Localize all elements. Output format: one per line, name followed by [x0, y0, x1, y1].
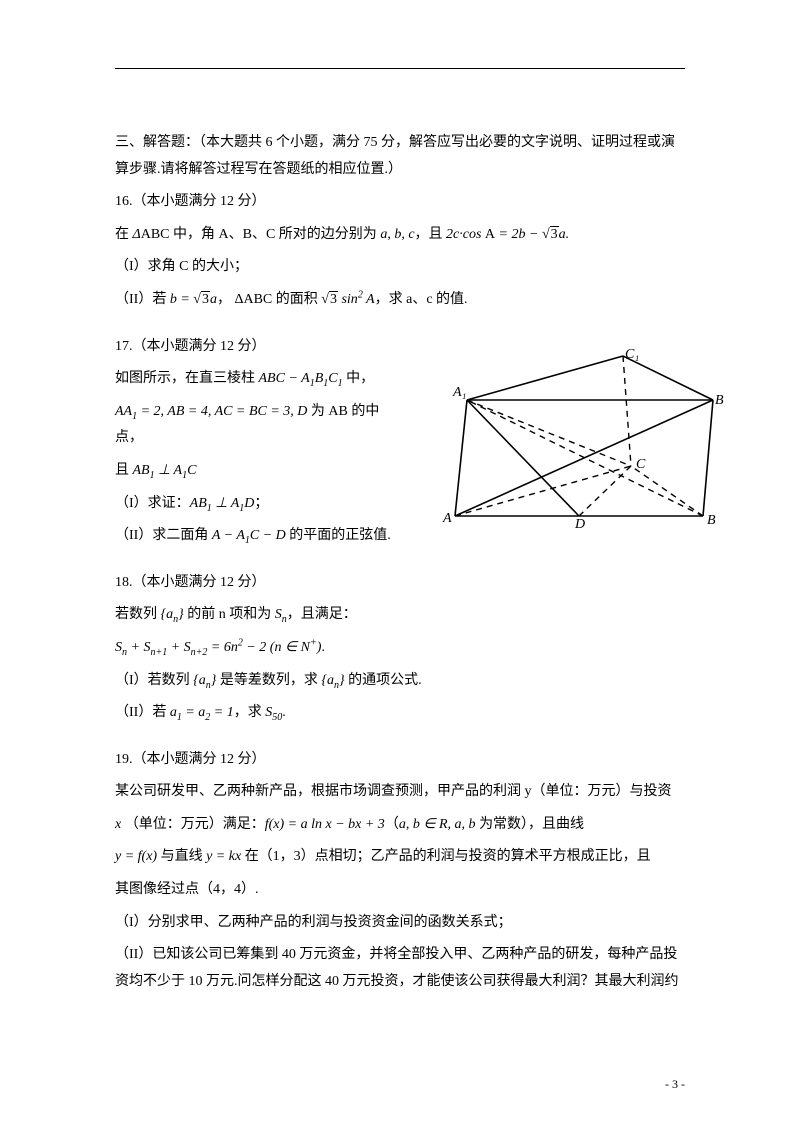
- q17-p1: （I）求证：AB1 ⊥ A1D；: [115, 491, 405, 518]
- q17-l3: 且 AB1 ⊥ A1C: [115, 458, 405, 485]
- label-B: B: [707, 513, 716, 528]
- q17-l3-math: AB1 ⊥ A1C: [133, 463, 197, 478]
- label-C1: C₁: [625, 348, 639, 362]
- q18-eq: Sn + Sn+1 + Sn+2 = 6n2 − 2 (n ∈ N+).: [115, 635, 685, 662]
- q16-eq: 2c·cos A = 2b − √3a.: [446, 226, 569, 242]
- q17-p1-pre: （I）求证：: [115, 496, 190, 511]
- label-A: A: [442, 511, 452, 526]
- q18-p1-m2: {an}: [321, 673, 344, 688]
- q16-text: ，且: [415, 227, 447, 242]
- q16-p2-pre: （II）若: [115, 292, 170, 307]
- q18-eq-math: Sn + Sn+1 + Sn+2 = 6n2 − 2 (n ∈ N+): [115, 640, 321, 655]
- q17-l1-post: 中，: [343, 371, 375, 386]
- label-B1: B₁: [715, 393, 725, 408]
- q18-p2-m2: S50: [265, 705, 282, 720]
- q19-l2-pre: （单位：万元）满足：: [121, 817, 265, 832]
- q18-sn: Sn: [275, 607, 287, 622]
- q19-title: 19.（本小题满分 12 分）: [115, 747, 685, 774]
- q17-l2: AA1 = 2, AB = 4, AC = BC = 3, D 为 AB 的中点…: [115, 399, 405, 452]
- q16-p2: （II）若 b = √3a， ΔABC 的面积 √3 sin2 A，求 a、c …: [115, 287, 685, 314]
- q18-p1: （I）若数列 {an} 是等差数列，求 {an} 的通项公式.: [115, 668, 685, 695]
- q18-p2: （II）若 a1 = a2 = 1，求 S50.: [115, 700, 685, 727]
- page-number: - 3 -: [665, 1073, 685, 1096]
- q19-l3: y = f(x) 与直线 y = kx 在（1，3）点相切；乙产品的利润与投资的…: [115, 844, 685, 871]
- q16-body: 在 ΔABC 中，角 A、B、C 所对的边分别为 a, b, c，且 2c·co…: [115, 222, 685, 249]
- q16-p2-post: ，求 a、c 的值.: [375, 292, 468, 307]
- q18-p2-post: .: [282, 705, 286, 720]
- label-C: C: [636, 457, 646, 472]
- q19-l2-math: f(x) = a ln x − bx + 3: [265, 817, 385, 832]
- q17-p2-post: 的平面的正弦值.: [286, 528, 391, 543]
- label-D: D: [574, 517, 585, 528]
- q19-p2: （II）已知该公司已筹集到 40 万元资金，并将全部投入甲、乙两种产品的研发，每…: [115, 942, 685, 995]
- q19-l3-mid: 与直线: [157, 849, 206, 864]
- q16-text: 中，角 A、B、C 所对的边分别为: [170, 227, 381, 242]
- q17-p2-math: A − A1C − D: [212, 528, 286, 543]
- q19-p1: （I）分别求甲、乙两种产品的利润与投资资金间的函数关系式；: [115, 910, 685, 937]
- q19-l1: 某公司研发甲、乙两种新产品，根据市场调查预测，甲产品的利润 y（单位：万元）与投…: [115, 779, 685, 806]
- q17-l3-pre: 且: [115, 463, 133, 478]
- q18-p1-pre: （I）若数列: [115, 673, 193, 688]
- q17-l1-math: ABC − A1B1C1: [259, 371, 343, 386]
- q18-p2-m1: a1 = a2 = 1: [170, 705, 234, 720]
- q17-block: 如图所示，在直三棱柱 ABC − A1B1C1 中， AA1 = 2, AB =…: [115, 366, 685, 550]
- q18-l1-post: ，且满足：: [287, 607, 357, 622]
- section-heading: 三、解答题：（本大题共 6 个小题，满分 75 分，解答应写出必要的文字说明、证…: [115, 130, 685, 183]
- q18-l1-pre: 若数列: [115, 607, 161, 622]
- q19-l3-post: 在（1，3）点相切；乙产品的利润与投资的算术平方根成正比，且: [241, 849, 651, 864]
- q16-p2-eq2: √3 sin2 A: [321, 292, 374, 307]
- page-content: 三、解答题：（本大题共 6 个小题，满分 75 分，解答应写出必要的文字说明、证…: [115, 130, 685, 995]
- q19-l3-m1: y = f(x): [115, 849, 157, 864]
- q18-l1-mid: 的前 n 项和为: [184, 607, 275, 622]
- q16-p1: （I）求角 C 的大小；: [115, 254, 685, 281]
- q18-an: {an}: [161, 607, 184, 622]
- label-A1: A₁: [452, 385, 466, 400]
- q19-l4: 其图像经过点（4，4）.: [115, 877, 685, 904]
- q18-p1-post: 的通项公式.: [345, 673, 422, 688]
- q16-tri: ΔABC: [133, 227, 170, 242]
- q17-p1-post: ；: [254, 496, 268, 511]
- q19-l2-post: 为常数），且曲线: [476, 817, 585, 832]
- q18-p1-m1: {an}: [193, 673, 216, 688]
- q19-l2: x （单位：万元）满足：f(x) = a ln x − bx + 3（a, b …: [115, 812, 685, 839]
- q19-l2-math2: a, b ∈ R, a, b: [399, 817, 476, 832]
- q17-prism-figure: A D B C A₁ B₁ C₁: [435, 348, 725, 528]
- q16-text: 在: [115, 227, 133, 242]
- q17-p2-pre: （II）求二面角: [115, 528, 212, 543]
- q16-p2-eq1: b = √3a: [170, 291, 217, 307]
- q16-p2-mid: ， ΔABC 的面积: [217, 292, 321, 307]
- q16-abc: a, b, c: [380, 227, 414, 242]
- q18-p1-mid: 是等差数列，求: [216, 673, 321, 688]
- q19-l2-mid: （: [385, 817, 399, 832]
- q17-p1-math: AB1 ⊥ A1D: [190, 496, 255, 511]
- q18-l1: 若数列 {an} 的前 n 项和为 Sn，且满足：: [115, 602, 685, 629]
- q17-l2-math: AA1 = 2, AB = 4, AC = BC = 3, D: [115, 404, 307, 419]
- q19-l3-m2: y = kx: [206, 849, 241, 864]
- q17-l1: 如图所示，在直三棱柱 ABC − A1B1C1 中，: [115, 366, 405, 393]
- q18-title: 18.（本小题满分 12 分）: [115, 570, 685, 597]
- q16-title: 16.（本小题满分 12 分）: [115, 189, 685, 216]
- q18-p2-pre: （II）若: [115, 705, 170, 720]
- q18-p2-mid: ，求: [234, 705, 266, 720]
- q17-l1-pre: 如图所示，在直三棱柱: [115, 371, 259, 386]
- q18-eq-post: .: [321, 640, 325, 655]
- top-horizontal-rule: [115, 68, 685, 69]
